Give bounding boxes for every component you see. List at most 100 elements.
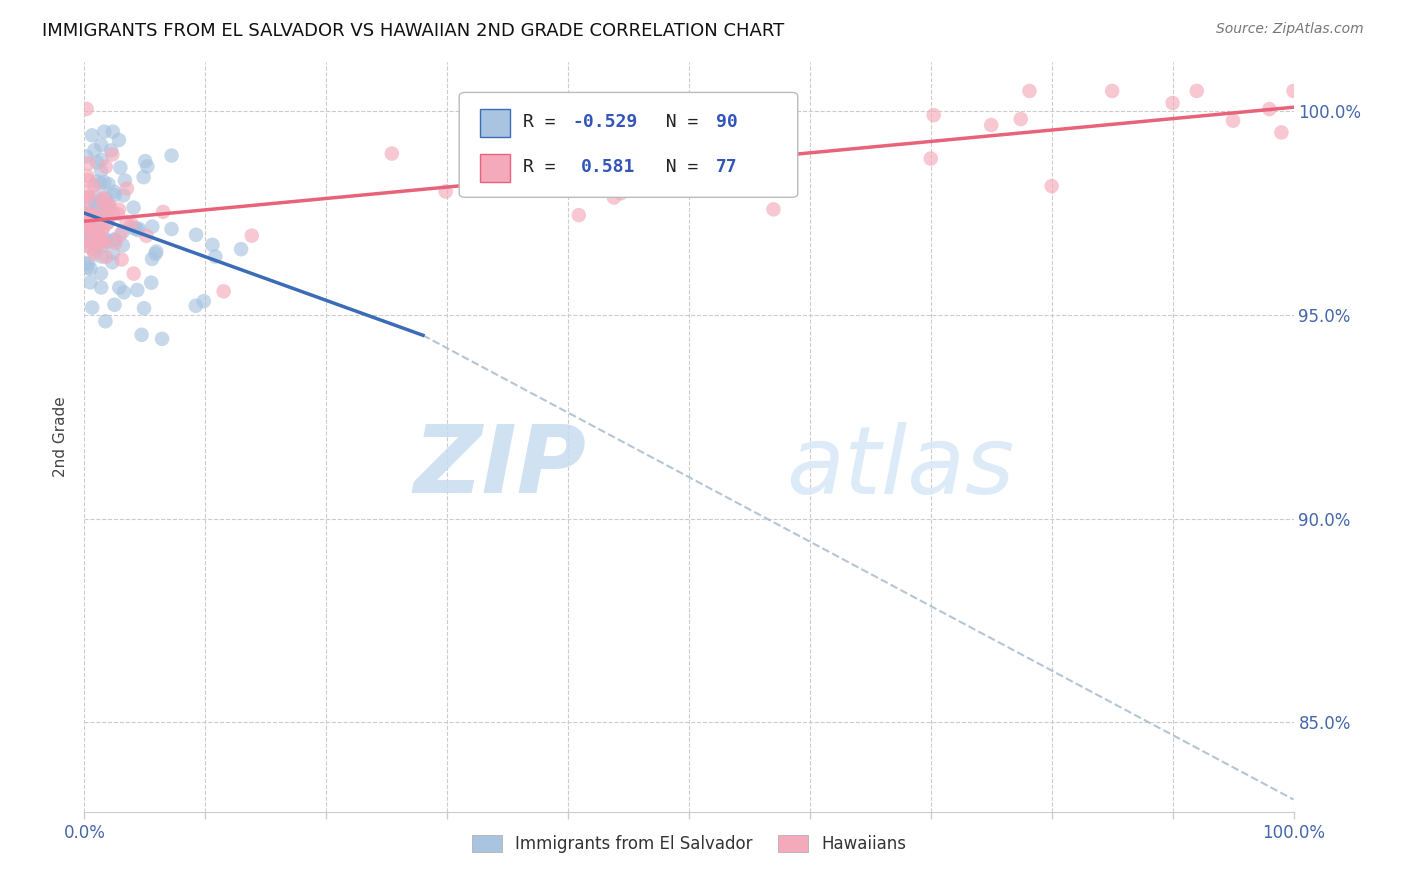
Point <box>83 236 105 251</box>
Point <box>145 244 167 259</box>
Point <box>1010 112 1032 126</box>
Point <box>603 190 626 204</box>
Point <box>97 201 120 215</box>
Point <box>84 229 107 244</box>
Point <box>1161 95 1184 110</box>
Point <box>76 185 98 199</box>
Point <box>112 188 135 202</box>
Point <box>90 202 112 217</box>
Text: atlas: atlas <box>786 422 1014 513</box>
Y-axis label: 2nd Grade: 2nd Grade <box>53 397 69 477</box>
Point <box>77 234 100 248</box>
Point <box>75 256 97 270</box>
Point <box>184 299 207 313</box>
FancyBboxPatch shape <box>479 153 510 182</box>
Point <box>103 233 125 247</box>
Point <box>79 207 101 221</box>
Text: 90: 90 <box>716 113 737 131</box>
Point <box>122 201 145 215</box>
Text: -0.529: -0.529 <box>572 113 638 131</box>
Point <box>1040 179 1063 194</box>
Point <box>82 301 104 315</box>
Point <box>91 224 114 238</box>
Text: Source: ZipAtlas.com: Source: ZipAtlas.com <box>1216 22 1364 37</box>
Point <box>141 219 163 234</box>
Point <box>610 186 633 201</box>
Point <box>110 161 132 175</box>
Point <box>212 285 235 299</box>
Point <box>145 246 167 260</box>
Point <box>96 206 118 220</box>
Point <box>90 177 112 191</box>
Point <box>82 128 104 143</box>
Point <box>90 267 112 281</box>
Point <box>89 204 111 219</box>
Point <box>115 181 138 195</box>
Point <box>141 252 163 266</box>
Point <box>128 221 150 235</box>
Point <box>77 223 100 237</box>
Point <box>96 216 118 230</box>
Point <box>101 255 124 269</box>
Point <box>96 211 118 226</box>
Point <box>79 275 101 289</box>
Point <box>127 223 149 237</box>
Point <box>1282 84 1305 98</box>
Point <box>79 212 101 227</box>
Point <box>101 147 124 161</box>
Point <box>135 228 157 243</box>
Point <box>141 276 163 290</box>
Point <box>77 156 100 170</box>
Point <box>184 227 207 242</box>
Point <box>86 223 108 237</box>
Point <box>83 143 105 157</box>
Point <box>132 170 155 185</box>
Point <box>83 222 105 236</box>
Point <box>112 285 135 300</box>
Point <box>90 235 112 249</box>
Point <box>83 247 105 261</box>
Point <box>108 202 131 217</box>
Point <box>90 250 112 264</box>
Point <box>76 219 98 233</box>
Point <box>90 153 112 167</box>
Point <box>77 239 100 253</box>
Point <box>132 301 155 316</box>
Point <box>193 294 215 309</box>
Point <box>127 283 149 297</box>
Point <box>86 226 108 240</box>
Point <box>434 185 457 199</box>
Point <box>114 173 136 187</box>
Point <box>77 216 100 230</box>
Point <box>79 261 101 276</box>
Point <box>104 233 127 247</box>
Point <box>76 260 98 275</box>
Point <box>100 144 122 158</box>
Point <box>94 314 117 328</box>
Point <box>91 222 114 236</box>
Point <box>108 133 131 147</box>
Point <box>93 235 115 249</box>
Point <box>93 193 115 207</box>
Point <box>104 188 127 202</box>
Point <box>204 250 226 264</box>
Point <box>134 154 156 169</box>
Point <box>97 215 120 229</box>
Point <box>90 280 112 294</box>
Text: 0.581: 0.581 <box>581 159 636 177</box>
Point <box>79 219 101 233</box>
Point <box>110 227 132 242</box>
Point <box>77 190 100 204</box>
Point <box>91 191 114 205</box>
Point <box>94 250 117 264</box>
Point <box>83 178 105 193</box>
Point <box>150 332 173 346</box>
Point <box>122 221 145 235</box>
Point <box>229 242 252 256</box>
Point <box>681 137 703 152</box>
Point <box>94 233 117 247</box>
Text: N =: N = <box>644 159 710 177</box>
Point <box>75 205 97 219</box>
Point <box>90 240 112 254</box>
Point <box>101 206 124 220</box>
